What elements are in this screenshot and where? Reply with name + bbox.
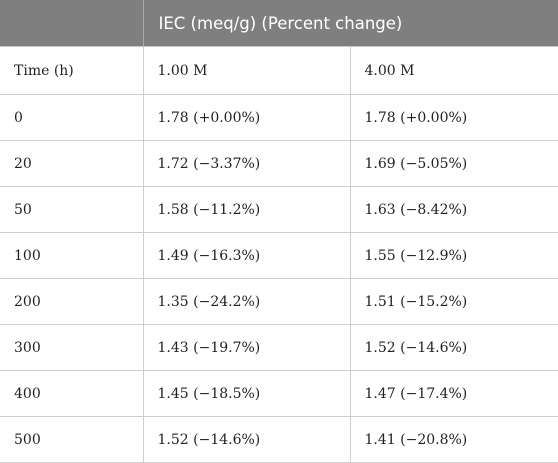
- column-header-row: Time (h) 1.00 M 4.00 M: [0, 46, 558, 95]
- iec-1m-cell: 1.58 (−11.2%): [143, 186, 351, 233]
- table-row: 50 1.58 (−11.2%) 1.63 (−8.42%): [0, 186, 558, 233]
- iec-4m-cell: 1.52 (−14.6%): [350, 324, 558, 371]
- time-cell: 50: [0, 186, 144, 233]
- iec-1m-cell: 1.72 (−3.37%): [143, 140, 351, 187]
- table-row: 400 1.45 (−18.5%) 1.47 (−17.4%): [0, 370, 558, 417]
- column-header-time: Time (h): [0, 46, 144, 95]
- iec-1m-cell: 1.52 (−14.6%): [143, 416, 351, 463]
- column-header-1m: 1.00 M: [143, 46, 351, 95]
- time-cell: 0: [0, 94, 144, 141]
- time-cell: 400: [0, 370, 144, 417]
- header-blank-cell: [0, 0, 144, 47]
- iec-4m-cell: 1.69 (−5.05%): [350, 140, 558, 187]
- iec-4m-cell: 1.51 (−15.2%): [350, 278, 558, 325]
- iec-4m-cell: 1.55 (−12.9%): [350, 232, 558, 279]
- table-row: 100 1.49 (−16.3%) 1.55 (−12.9%): [0, 232, 558, 279]
- time-cell: 20: [0, 140, 144, 187]
- time-cell: 100: [0, 232, 144, 279]
- iec-1m-cell: 1.43 (−19.7%): [143, 324, 351, 371]
- iec-1m-cell: 1.35 (−24.2%): [143, 278, 351, 325]
- iec-4m-cell: 1.41 (−20.8%): [350, 416, 558, 463]
- time-cell: 500: [0, 416, 144, 463]
- iec-4m-cell: 1.47 (−17.4%): [350, 370, 558, 417]
- iec-1m-cell: 1.78 (+0.00%): [143, 94, 351, 141]
- group-header-cell: IEC (meq/g) (Percent change): [143, 0, 558, 47]
- iec-4m-cell: 1.78 (+0.00%): [350, 94, 558, 141]
- time-cell: 300: [0, 324, 144, 371]
- column-header-4m: 4.00 M: [350, 46, 558, 95]
- iec-4m-cell: 1.63 (−8.42%): [350, 186, 558, 233]
- iec-1m-cell: 1.45 (−18.5%): [143, 370, 351, 417]
- table-row: 20 1.72 (−3.37%) 1.69 (−5.05%): [0, 140, 558, 187]
- iec-1m-cell: 1.49 (−16.3%): [143, 232, 351, 279]
- table-row: 0 1.78 (+0.00%) 1.78 (+0.00%): [0, 94, 558, 141]
- table-row: 200 1.35 (−24.2%) 1.51 (−15.2%): [0, 278, 558, 325]
- time-cell: 200: [0, 278, 144, 325]
- table-row: 500 1.52 (−14.6%) 1.41 (−20.8%): [0, 416, 558, 463]
- group-header-row: IEC (meq/g) (Percent change): [0, 0, 558, 47]
- table-row: 300 1.43 (−19.7%) 1.52 (−14.6%): [0, 324, 558, 371]
